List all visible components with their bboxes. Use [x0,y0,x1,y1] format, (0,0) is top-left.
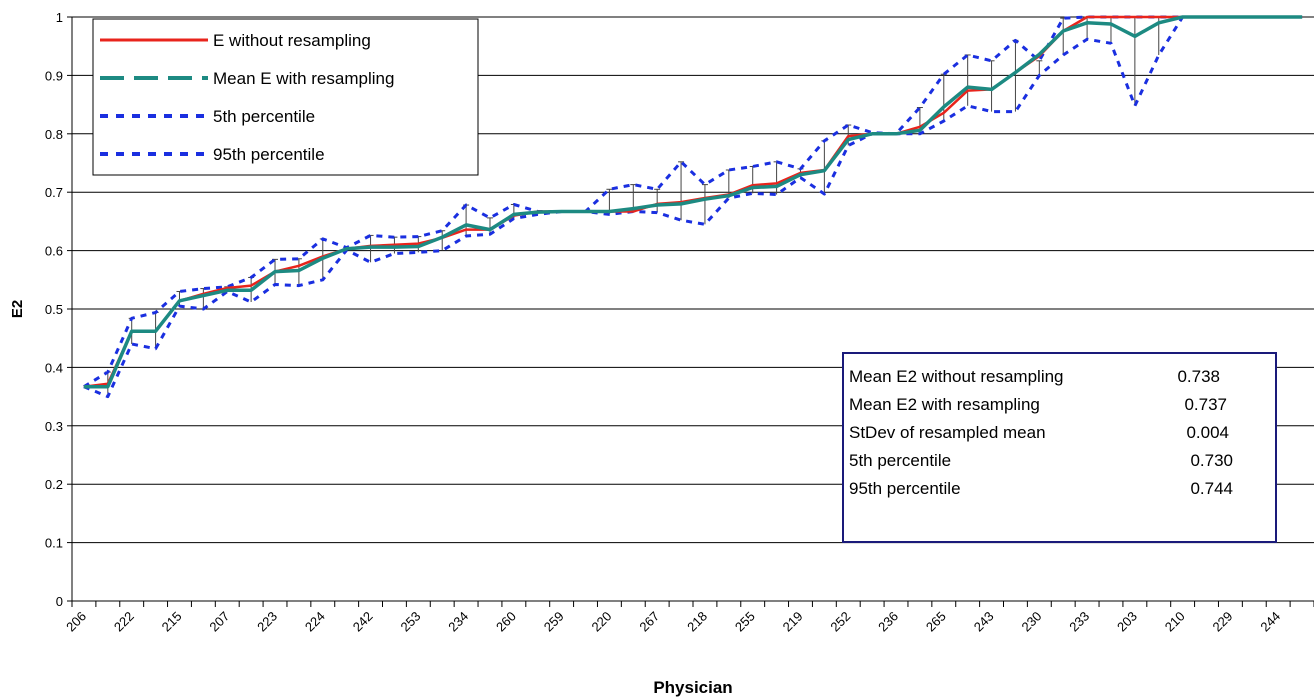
x-tick-label: 218 [684,609,710,635]
x-tick-label: 243 [971,609,997,635]
x-tick-label: 260 [493,609,519,635]
x-tick-labels: 206 222 215 207 223 224 242 253 234 260 259 220 267 2… [63,601,1314,634]
statistics-box-frame [842,352,1277,543]
stat-value-5th: 0.730 [1190,451,1233,470]
x-tick-label: 206 [63,609,89,635]
y-tick-label: 0.1 [45,536,63,551]
x-tick-label: 236 [875,609,901,635]
stat-label-mean-without: Mean E2 without resampling [849,367,1064,386]
x-tick-label: 224 [302,609,328,635]
statistics-box: Mean E2 without resampling 0.738 Mean E2… [842,352,1277,543]
x-tick-label: 265 [923,609,949,635]
x-tick-label: 207 [206,609,232,635]
y-tick-label: 0.5 [45,302,63,317]
stat-label-5th: 5th percentile [849,451,951,470]
y-tick-label: 0.8 [45,127,63,142]
x-tick-label: 255 [732,609,758,635]
series-lines [83,15,1303,399]
x-tick-label: 244 [1257,609,1283,635]
y-tick-label: 0.7 [45,185,63,200]
series-line-95th-percentile [83,15,1303,388]
legend-box [92,18,479,176]
x-tick-label: 230 [1018,609,1044,635]
legend-label-e-without-resampling: E without resampling [213,31,371,50]
x-tick-label: 220 [589,609,615,635]
gridlines [67,16,1314,602]
stat-value-95th: 0.744 [1190,479,1233,498]
stat-value-stdev: 0.004 [1186,423,1229,442]
x-tick-label: 229 [1210,609,1236,635]
x-tick-label: 267 [636,609,662,635]
stat-label-mean-with: Mean E2 with resampling [849,395,1040,414]
y-tick-label: 0 [56,594,63,609]
series-line-mean-e-with-resampling [83,15,1303,389]
stat-label-95th: 95th percentile [849,479,961,498]
y-axis-title: E2 [9,300,26,318]
legend: E without resampling Mean E with resampl… [92,18,479,176]
legend-label-5th-percentile: 5th percentile [213,107,315,126]
x-tick-label: 210 [1162,609,1188,635]
x-tick-label: 252 [827,609,853,635]
y-tick-labels: 0 0.1 0.2 0.3 0.4 0.5 0.6 0.7 0.8 0.9 1 [45,10,63,609]
x-tick-label: 223 [254,609,280,635]
x-tick-label: 203 [1114,609,1140,635]
x-tick-label: 253 [397,609,423,635]
x-axis-title: Physician [653,678,732,697]
x-tick-label: 222 [111,609,137,635]
series-line-5th-percentile [83,15,1303,399]
legend-label-mean-e-with-resampling: Mean E with resampling [213,69,394,88]
y-tick-label: 0.3 [45,419,63,434]
x-tick-label: 215 [159,609,185,635]
x-tick-label: 233 [1066,609,1092,635]
x-tick-label: 259 [541,609,567,635]
y-tick-label: 0.6 [45,244,63,259]
x-tick-label: 234 [445,609,471,635]
y-tick-label: 0.9 [45,68,63,83]
stat-value-mean-without: 0.738 [1177,367,1220,386]
legend-label-95th-percentile: 95th percentile [213,145,325,164]
stat-label-stdev: StDev of resampled mean [849,423,1046,442]
x-tick-label: 219 [780,609,806,635]
y-tick-label: 1 [56,10,63,25]
y-tick-label: 0.2 [45,477,63,492]
x-tick-label: 242 [350,609,376,635]
y-tick-label: 0.4 [45,360,63,375]
stat-value-mean-with: 0.737 [1184,395,1227,414]
